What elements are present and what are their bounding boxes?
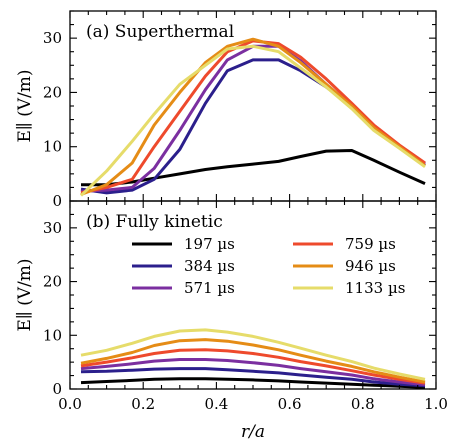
series-line-759	[80, 348, 426, 385]
x-tick-label: 0.0	[58, 395, 82, 413]
panel-superthermal: 0 10 20 30 (a) Superthermal E∥ (V/m)	[15, 10, 437, 210]
y-tick-label: 0	[52, 380, 62, 398]
x-tick-label: 0.2	[131, 395, 155, 413]
series-line-1133	[80, 328, 426, 381]
x-tick-label: 0.6	[278, 395, 302, 413]
series-line-571	[80, 44, 426, 193]
panel-b-ticks: 0 10 20 30 0.0 0.2 0.4 0.6 0.8 1.0	[43, 200, 448, 413]
y-tick-label: 0	[52, 192, 62, 210]
panel-b-series	[80, 328, 426, 389]
y-tick-label: 10	[43, 138, 62, 156]
legend-label-571: 571 µs	[184, 279, 235, 297]
x-axis-label: r/a	[241, 422, 265, 442]
legend: 197 µs 759 µs 384 µs 946 µs 571 µs 1133 µs	[132, 235, 405, 297]
y-axis-label-a: E∥ (V/m)	[15, 69, 35, 142]
series-line-946	[80, 37, 426, 196]
x-tick-label: 0.4	[204, 395, 228, 413]
legend-label-759: 759 µs	[345, 235, 396, 253]
series-line-571	[80, 358, 426, 387]
legend-label-197: 197 µs	[184, 235, 235, 253]
y-tick-label: 20	[43, 83, 62, 101]
y-tick-label: 30	[43, 29, 62, 47]
panel-a-ticks: 0 10 20 30	[43, 10, 437, 210]
panel-label-fully-kinetic: (b) Fully kinetic	[86, 212, 223, 232]
y-tick-label: 20	[43, 273, 62, 291]
y-axis-label-b: E∥ (V/m)	[15, 258, 35, 331]
series-line-197	[80, 377, 426, 389]
x-tick-label: 1.0	[424, 395, 448, 413]
y-tick-label: 10	[43, 326, 62, 344]
x-tick-label: 0.8	[351, 395, 375, 413]
legend-label-384: 384 µs	[184, 257, 235, 275]
panel-label-superthermal: (a) Superthermal	[86, 22, 234, 42]
series-line-1133	[79, 44, 426, 197]
series-line-759	[80, 39, 426, 195]
legend-label-946: 946 µs	[345, 257, 396, 275]
series-line-946	[80, 338, 426, 384]
panel-fully-kinetic: 0 10 20 30 0.0 0.2 0.4 0.6 0.8 1.0 (b) Fully kine…	[15, 200, 448, 413]
y-tick-label: 30	[43, 219, 62, 237]
panel-a-series	[79, 37, 426, 197]
legend-label-1133: 1133 µs	[345, 279, 405, 297]
series-line-384	[80, 367, 426, 388]
